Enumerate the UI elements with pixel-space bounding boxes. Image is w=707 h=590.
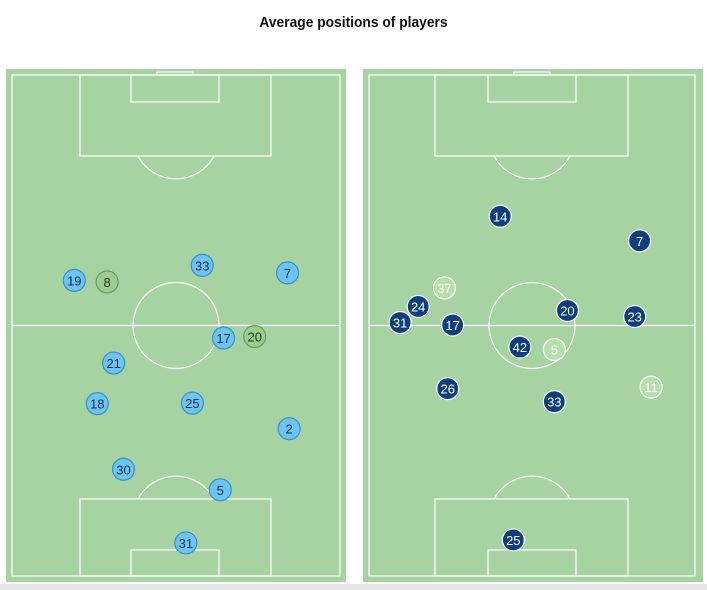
player-number: 31 <box>393 315 407 330</box>
bottom-penalty-arc <box>493 475 571 500</box>
player-marker: 5 <box>208 478 232 502</box>
player-dot <box>102 351 126 375</box>
bottom-goal-area <box>487 549 577 577</box>
player-marker: 20 <box>243 324 267 349</box>
player-marker: 8 <box>95 270 119 294</box>
player-marker: 25 <box>180 391 204 415</box>
player-number: 21 <box>106 356 120 371</box>
player-marker: 18 <box>85 392 109 416</box>
player-marker: 33 <box>542 390 566 414</box>
player-marker: 11 <box>639 375 663 399</box>
player-dot <box>190 253 214 277</box>
player-dot <box>639 375 663 399</box>
player-number: 17 <box>445 318 459 333</box>
player-dot <box>211 326 236 350</box>
player-dot <box>501 528 525 552</box>
player-number: 26 <box>440 382 454 397</box>
player-dot <box>174 531 198 555</box>
player-marker: 20 <box>555 298 580 323</box>
player-dot <box>277 417 301 441</box>
player-number: 8 <box>104 275 111 290</box>
player-dot <box>542 337 566 362</box>
player-number: 25 <box>185 396 199 411</box>
player-dot <box>623 304 647 329</box>
player-marker: 17 <box>441 313 465 337</box>
player-number: 37 <box>437 281 451 296</box>
player-marker: 17 <box>211 326 236 350</box>
player-number: 20 <box>560 303 574 318</box>
player-marker: 5 <box>542 337 566 362</box>
player-marker: 25 <box>501 528 525 552</box>
chart-title: Average positions of players <box>259 14 448 31</box>
player-number: 5 <box>217 483 224 498</box>
player-number: 11 <box>644 380 658 395</box>
player-marker: 19 <box>62 268 86 293</box>
player-marker: 26 <box>436 377 460 401</box>
bottom-goal-area <box>130 549 220 577</box>
player-number: 33 <box>195 258 209 273</box>
player-number: 18 <box>90 397 104 412</box>
player-number: 14 <box>493 209 507 224</box>
player-number: 23 <box>627 309 641 324</box>
player-number: 33 <box>547 395 561 410</box>
player-number: 17 <box>216 331 230 346</box>
center-circle <box>488 281 576 370</box>
player-marker: 24 <box>406 294 430 319</box>
top-goal <box>513 71 551 76</box>
player-number: 31 <box>179 536 193 551</box>
player-marker: 37 <box>432 276 457 300</box>
player-number: 19 <box>67 273 81 288</box>
player-number: 5 <box>551 343 558 358</box>
player-dot <box>436 377 460 401</box>
player-dot <box>111 457 136 481</box>
top-goal <box>156 71 194 76</box>
player-dot <box>85 392 109 416</box>
player-number: 24 <box>411 299 425 314</box>
player-dot <box>488 204 512 228</box>
player-marker: 42 <box>508 335 532 359</box>
player-marker: 23 <box>623 304 647 329</box>
player-number: 2 <box>286 422 293 437</box>
player-marker: 7 <box>628 229 652 253</box>
player-marker: 21 <box>102 351 126 375</box>
player-dot <box>243 324 267 349</box>
player-marker: 7 <box>275 261 300 285</box>
player-marker: 2 <box>277 417 301 441</box>
center-circle <box>132 281 220 370</box>
player-number: 20 <box>247 330 261 345</box>
player-dot <box>441 313 465 337</box>
player-dot <box>62 268 86 293</box>
player-marker: 31 <box>388 310 412 335</box>
player-number: 7 <box>284 266 291 281</box>
right-team-players: 14 7 37 24 20 23 31 17 42 5 11 26 33 25 <box>388 204 663 552</box>
player-number: 7 <box>636 234 643 249</box>
left-team-players: 33 19 8 7 17 20 21 25 18 2 30 5 31 <box>62 253 301 555</box>
player-marker: 33 <box>190 253 214 277</box>
player-dot <box>628 229 652 253</box>
left-pitch: 33 19 8 7 17 20 21 25 18 2 30 5 31 <box>6 69 346 582</box>
player-dot <box>388 310 412 335</box>
player-number: 25 <box>506 533 520 548</box>
player-marker: 30 <box>111 457 136 481</box>
player-marker: 14 <box>488 204 512 228</box>
player-dot <box>95 270 119 294</box>
top-penalty-arc <box>137 155 215 180</box>
right-pitch: 14 7 37 24 20 23 31 17 42 5 11 26 33 25 <box>363 69 703 582</box>
player-dot <box>275 261 300 285</box>
player-dot <box>542 390 566 414</box>
top-penalty-arc <box>493 155 571 180</box>
player-dot <box>208 478 232 502</box>
player-dot <box>432 276 457 300</box>
player-dot <box>406 294 430 319</box>
player-number: 42 <box>513 340 527 355</box>
player-dot <box>555 298 580 323</box>
bottom-scrollbar-track <box>0 584 707 590</box>
player-marker: 31 <box>174 531 198 555</box>
player-dot <box>180 391 204 415</box>
pitch-markings <box>368 71 696 577</box>
pitch-markings <box>11 71 341 577</box>
player-number: 30 <box>116 462 130 477</box>
player-dot <box>508 335 532 359</box>
bottom-penalty-arc <box>137 475 215 500</box>
